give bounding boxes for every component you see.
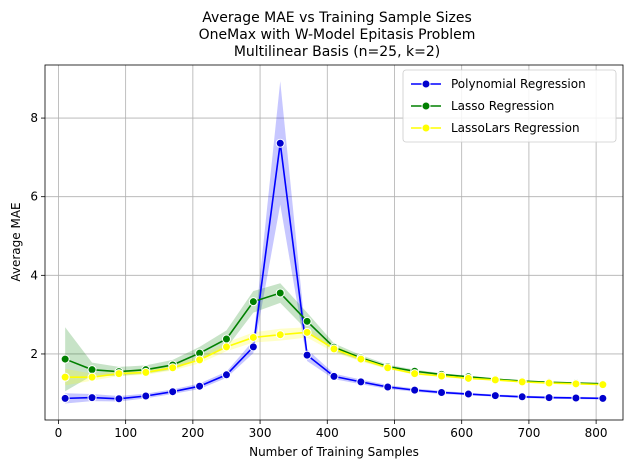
lassolars-regression-point	[517, 377, 527, 387]
y-axis-label: Average MAE	[9, 202, 23, 281]
lassolars-regression-point	[544, 378, 554, 388]
polynomial-regression-point	[248, 342, 258, 352]
x-tick-label: 200	[181, 426, 204, 440]
lassolars-regression-legend-marker	[421, 123, 431, 133]
lassolars-regression-point	[410, 369, 420, 379]
lassolars-regression-point	[571, 379, 581, 389]
lasso-regression-point	[221, 334, 231, 344]
x-axis-ticks: 0 100 200 300 400 500 600 700 800	[55, 420, 608, 440]
chart-title-line-1: Average MAE vs Training Sample Sizes	[202, 10, 472, 26]
polynomial-regression-point	[463, 389, 473, 399]
x-axis-label: Number of Training Samples	[249, 445, 419, 459]
x-tick-label: 800	[585, 426, 608, 440]
polynomial-regression-point	[544, 393, 554, 403]
polynomial-regression-point	[168, 387, 178, 397]
lasso-regression-point	[302, 316, 312, 326]
lassolars-regression-point	[60, 372, 70, 382]
lassolars-regression-point	[114, 369, 124, 379]
x-tick-label: 300	[249, 426, 272, 440]
polynomial-regression-point	[114, 394, 124, 404]
series-markers	[60, 138, 608, 404]
polynomial-regression-point	[490, 391, 500, 401]
x-tick-label: 600	[450, 426, 473, 440]
lassolars-regression-legend-label: LassoLars Regression	[451, 121, 580, 135]
lassolars-regression-point	[275, 330, 285, 340]
legend: Polynomial Regression Lasso Regression Las…	[402, 69, 617, 143]
lassolars-regression-point	[168, 363, 178, 373]
y-tick-label: 6	[30, 190, 38, 204]
polynomial-regression-point	[517, 392, 527, 402]
lassolars-regression-point	[87, 372, 97, 382]
polynomial-regression-point	[329, 371, 339, 381]
lasso-regression-point	[87, 365, 97, 375]
polynomial-regression-point	[221, 370, 231, 380]
x-tick-label: 100	[114, 426, 137, 440]
lassolars-regression-point	[383, 363, 393, 373]
polynomial-regression-point	[410, 385, 420, 395]
lasso-regression-point	[275, 288, 285, 298]
lassolars-regression-point	[463, 373, 473, 383]
polynomial-regression-point	[60, 393, 70, 403]
chart-title-line-3: Multilinear Basis (n=25, k=2)	[234, 44, 440, 60]
x-tick-label: 500	[383, 426, 406, 440]
lasso-regression-point	[248, 297, 258, 307]
polynomial-regression-point	[437, 387, 447, 397]
lasso-regression-legend-marker	[421, 101, 431, 111]
x-tick-label: 700	[517, 426, 540, 440]
x-tick-label: 400	[316, 426, 339, 440]
x-tick-label: 0	[55, 426, 63, 440]
plot-area-frame	[44, 64, 624, 421]
polynomial-regression-point	[383, 382, 393, 392]
lassolars-regression-point	[302, 327, 312, 337]
lassolars-regression-point	[437, 371, 447, 381]
polynomial-regression-point	[87, 393, 97, 403]
y-axis-ticks: 2 4 6 8	[30, 111, 45, 361]
chart-title-line-2: OneMax with W-Model Epitasis Problem	[199, 27, 476, 43]
lassolars-regression-point	[490, 375, 500, 385]
polynomial-regression-legend-label: Polynomial Regression	[451, 77, 586, 91]
y-tick-label: 8	[30, 111, 38, 125]
lassolars-regression-point	[248, 332, 258, 342]
y-tick-label: 4	[30, 268, 38, 282]
polynomial-regression-point	[598, 393, 608, 403]
lassolars-regression-point	[356, 354, 366, 364]
lasso-regression-legend-label: Lasso Regression	[451, 99, 554, 113]
lassolars-regression-point	[195, 355, 205, 365]
lasso-regression-point	[60, 354, 70, 364]
polynomial-regression-point	[141, 391, 151, 401]
polynomial-regression-point	[275, 138, 285, 148]
polynomial-regression-legend-marker	[421, 79, 431, 89]
polynomial-regression-point	[571, 393, 581, 403]
polynomial-regression-point	[302, 350, 312, 360]
legend-box	[402, 69, 617, 143]
polynomial-regression-point	[195, 381, 205, 391]
y-tick-label: 2	[30, 347, 38, 361]
lassolars-regression-point	[598, 380, 608, 390]
polynomial-regression-point	[356, 377, 366, 387]
lassolars-regression-point	[141, 367, 151, 377]
lassolars-regression-point	[221, 342, 231, 352]
lassolars-regression-point	[329, 344, 339, 354]
